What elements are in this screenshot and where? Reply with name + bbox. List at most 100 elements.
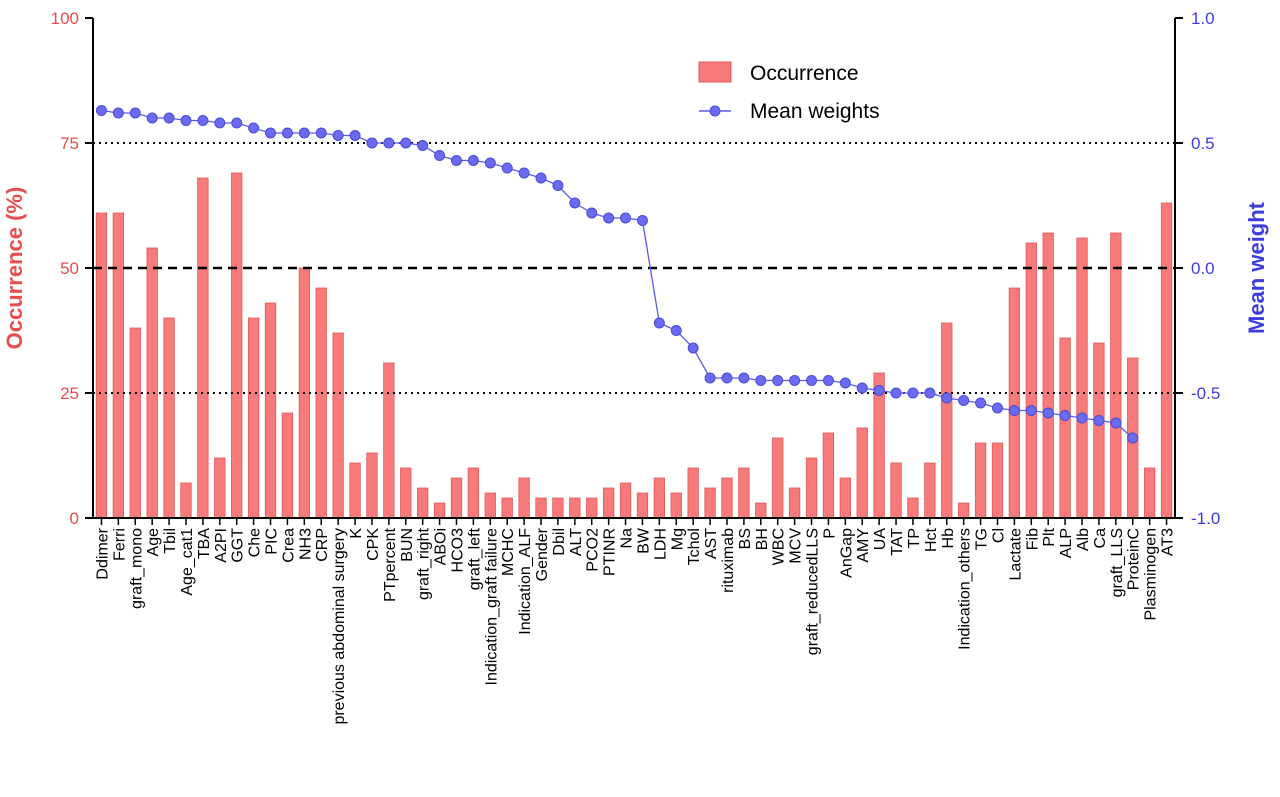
legend-swatch-occurrence (698, 61, 732, 83)
category-label-5: Age_cat1 (179, 528, 196, 596)
right-tick-label-0: -1.0 (1191, 509, 1220, 528)
category-label-48: TP (906, 528, 923, 548)
mean-weight-point-12 (298, 127, 310, 139)
category-label-47: TAT (889, 528, 906, 556)
category-label-13: CRP (314, 528, 331, 562)
bar-37 (721, 477, 733, 519)
category-label-36: AST (703, 528, 720, 559)
category-label-17: PTpercent (382, 527, 399, 601)
category-label-14: previous abdominal surgery (331, 528, 348, 725)
bar-60 (1110, 232, 1122, 519)
mean-weight-point-50 (941, 392, 953, 404)
bar-27 (552, 497, 564, 519)
mean-weight-point-5 (180, 115, 192, 126)
reference-lines (93, 142, 1175, 394)
mean-weight-point-8 (231, 117, 243, 129)
bar-23 (484, 492, 496, 519)
category-label-21: HCO3 (449, 528, 466, 573)
mean-weight-point-41 (789, 375, 801, 386)
bar-57 (1059, 337, 1071, 519)
mean-weight-point-37 (721, 372, 733, 384)
category-label-11: Crea (280, 528, 297, 563)
category-label-10: PIC (264, 528, 281, 555)
right-tick-label-3: 0.5 (1191, 134, 1215, 153)
bar-50 (941, 322, 953, 519)
bar-40 (772, 437, 784, 519)
category-label-42: graft_reducedLLS (805, 528, 822, 655)
bar-5 (180, 482, 192, 519)
mean-weight-point-29 (586, 207, 598, 219)
bar-18 (400, 467, 412, 519)
category-label-52: TG (974, 528, 991, 550)
bar-51 (958, 502, 970, 519)
mean-weight-point-49 (924, 387, 936, 399)
bar-63 (1160, 202, 1173, 519)
mean-weight-point-51 (958, 395, 970, 406)
mean-weight-point-59 (1093, 415, 1105, 426)
mean-weight-point-1 (112, 107, 124, 119)
bar-59 (1093, 342, 1105, 519)
mean-weight-point-19 (417, 140, 429, 151)
mean-weight-point-58 (1076, 412, 1088, 424)
category-label-15: K (348, 528, 365, 539)
bar-8 (231, 172, 243, 519)
category-label-32: BW (635, 527, 652, 554)
bar-32 (636, 492, 649, 519)
category-label-63: AT3 (1160, 528, 1177, 556)
mean-weight-point-48 (907, 387, 919, 399)
mean-weight-point-10 (265, 127, 277, 139)
category-label-44: AnGap (838, 528, 855, 578)
left-tick-label-3: 75 (60, 134, 79, 153)
category-label-19: graft_right (416, 527, 433, 600)
bar-41 (788, 487, 801, 519)
category-label-27: Dbil (551, 528, 568, 556)
category-label-38: BS (737, 528, 754, 549)
mean-weight-point-22 (467, 155, 479, 166)
bar-49 (924, 462, 936, 519)
mean-weight-point-35 (687, 342, 699, 354)
mean-weights-line-layer (95, 105, 1139, 444)
bar-11 (281, 412, 294, 519)
bar-17 (383, 362, 395, 519)
mean-weight-point-53 (991, 402, 1003, 414)
bar-42 (805, 457, 818, 519)
bar-34 (670, 492, 682, 519)
mean-weight-point-23 (484, 157, 496, 169)
category-label-31: Na (619, 528, 636, 549)
category-label-30: PTINR (602, 528, 619, 576)
category-label-55: Fib (1024, 528, 1041, 550)
category-label-61: ProteinC (1126, 528, 1143, 590)
bar-6 (197, 177, 209, 519)
bar-22 (467, 467, 480, 519)
mean-weight-point-45 (856, 382, 868, 394)
bar-35 (687, 467, 699, 519)
category-label-23: Indication_graft failure (483, 528, 500, 686)
mean-weight-point-60 (1110, 417, 1122, 429)
bar-43 (822, 432, 835, 519)
category-label-54: Lactate (1007, 528, 1024, 581)
mean-weight-point-0 (95, 105, 107, 116)
bar-33 (653, 477, 666, 519)
legend-label-occurrence: Occurrence (750, 62, 859, 85)
category-label-12: NH3 (297, 528, 314, 560)
mean-weight-point-17 (383, 137, 395, 149)
bar-25 (518, 477, 530, 519)
legend: Occurrence Mean weights (698, 61, 880, 123)
bar-1 (112, 212, 125, 519)
category-label-18: BUN (399, 528, 416, 562)
category-label-25: Indication_ALF (517, 528, 534, 635)
category-label-34: Mg (669, 528, 686, 550)
mean-weight-point-33 (653, 317, 665, 329)
mean-weight-point-21 (450, 155, 462, 166)
category-label-37: rituximab (720, 528, 737, 593)
mean-weight-point-61 (1127, 432, 1139, 444)
right-tick-label-4: 1.0 (1191, 9, 1215, 28)
right-tick-label-1: -0.5 (1191, 384, 1220, 403)
mean-weight-point-39 (755, 375, 767, 386)
bar-62 (1143, 467, 1156, 519)
bar-24 (501, 497, 513, 519)
category-label-50: Hb (940, 528, 957, 549)
bar-48 (907, 497, 919, 519)
bar-29 (586, 497, 598, 519)
